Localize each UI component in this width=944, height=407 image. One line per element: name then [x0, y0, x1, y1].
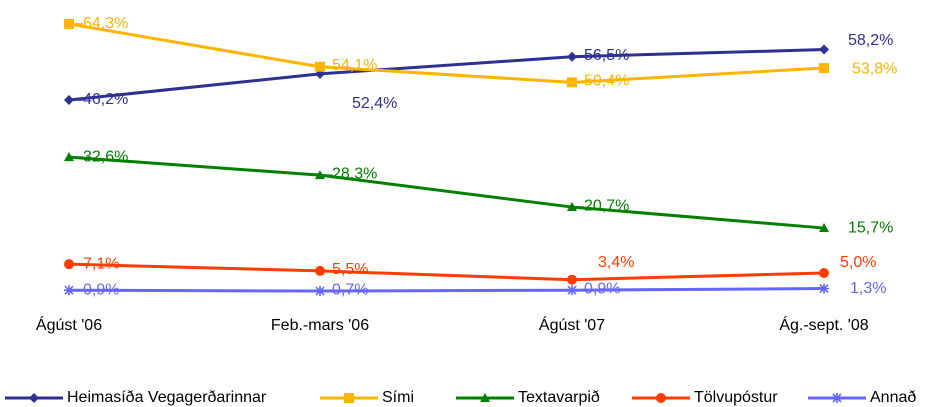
legend-label: Tölvupóstur — [694, 389, 778, 406]
data-label: 0,9% — [83, 281, 119, 298]
data-label: 0,7% — [332, 281, 368, 298]
marker — [819, 283, 829, 294]
data-label: 32,6% — [83, 148, 128, 165]
data-label: 7,1% — [83, 255, 119, 272]
data-label: 28,3% — [332, 165, 377, 182]
marker — [315, 61, 325, 72]
series-line — [68, 155, 825, 230]
marker — [567, 285, 577, 296]
data-label: 1,3% — [850, 280, 886, 297]
data-label: 0,9% — [584, 280, 620, 297]
marker — [819, 44, 829, 55]
series-line — [68, 22, 825, 84]
x-tick-label: Ágúst '07 — [539, 315, 605, 334]
marker — [819, 63, 829, 74]
legend-label: Heimasíða Vegagerðarinnar — [67, 389, 267, 406]
data-label: 53,8% — [852, 60, 897, 77]
data-label: 50,4% — [584, 73, 629, 90]
legend-marker — [480, 393, 490, 402]
marker — [64, 94, 74, 105]
marker — [567, 202, 577, 212]
data-label: 3,4% — [598, 254, 634, 271]
data-label: 52,4% — [352, 95, 397, 112]
data-label: 5,5% — [332, 261, 368, 278]
marker — [64, 18, 74, 29]
x-tick-label: Ág.-sept. '08 — [779, 315, 868, 334]
marker — [315, 170, 325, 180]
data-label: 5,0% — [840, 254, 876, 271]
series-line — [68, 287, 825, 293]
marker — [567, 51, 577, 62]
marker — [567, 77, 577, 88]
marker — [567, 274, 577, 285]
data-label: 46,2% — [83, 91, 128, 108]
marker — [819, 268, 829, 278]
marker — [819, 223, 829, 233]
data-label: 15,7% — [848, 219, 893, 236]
series-line — [68, 262, 825, 282]
data-label: 64,3% — [83, 15, 128, 32]
data-label: 54,1% — [332, 57, 377, 74]
x-tick-label: Ágúst '06 — [36, 315, 102, 334]
legend-marker — [344, 393, 354, 403]
data-label: 58,2% — [848, 32, 893, 49]
legend-marker — [29, 393, 39, 403]
marker — [315, 265, 325, 276]
series-line — [68, 48, 825, 102]
marker — [315, 286, 325, 297]
legend-label: Annað — [870, 389, 916, 406]
marker — [64, 259, 74, 270]
marker — [64, 152, 74, 162]
legend-label: Textavarpið — [518, 389, 600, 406]
marker — [64, 285, 74, 296]
data-label: 20,7% — [584, 197, 629, 214]
x-tick-label: Feb.-mars '06 — [271, 317, 369, 334]
data-label: 56,5% — [584, 47, 629, 64]
legend-label: Sími — [382, 389, 414, 406]
legend-marker — [656, 393, 666, 403]
legend-marker — [832, 393, 842, 403]
